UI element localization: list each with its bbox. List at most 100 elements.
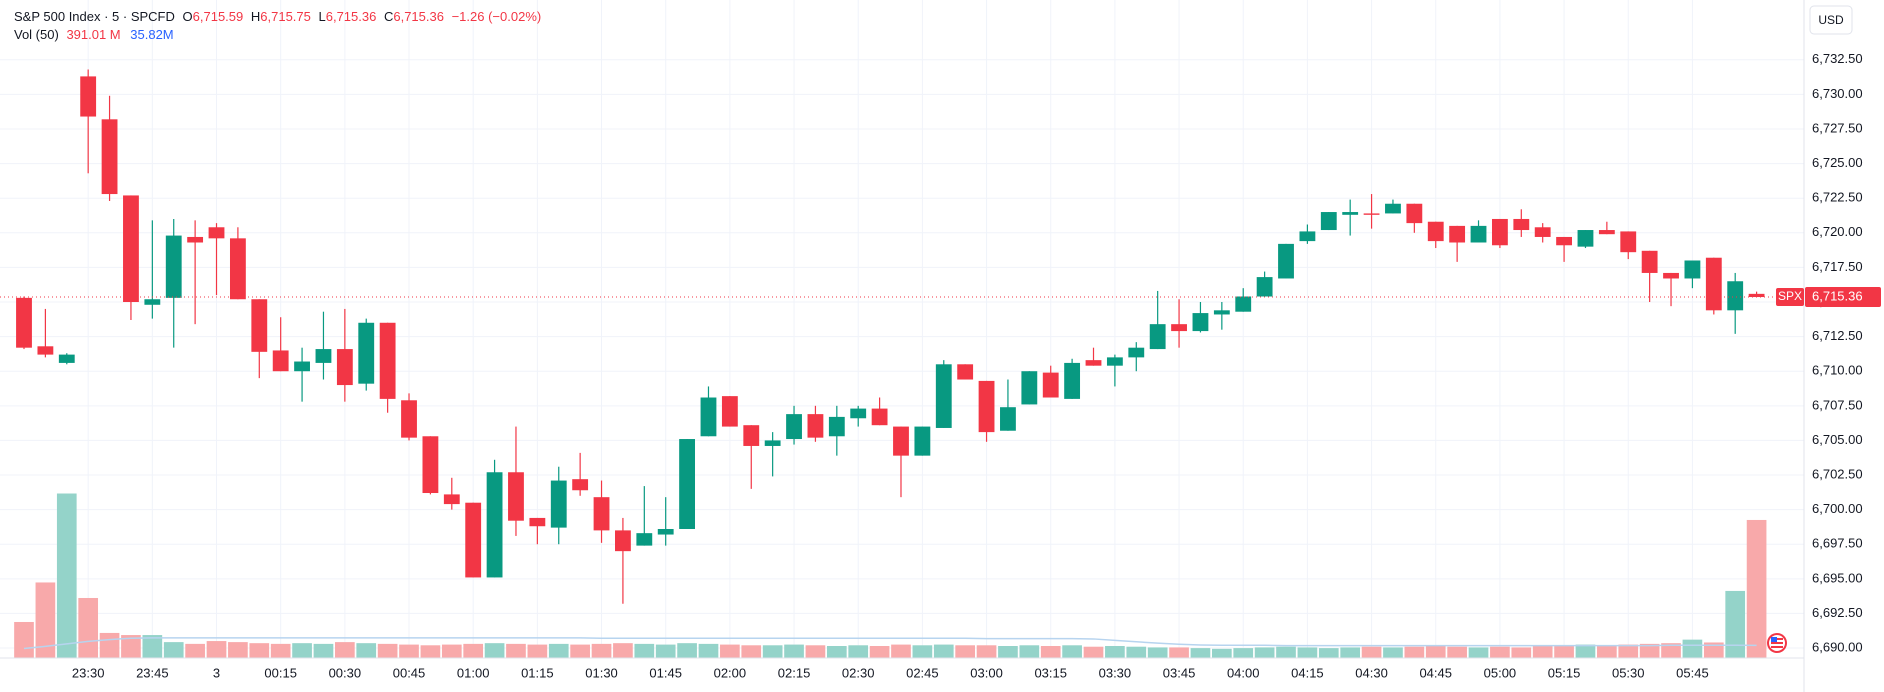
x-tick-label: 3: [213, 665, 220, 680]
x-tick-label: 01:00: [457, 665, 490, 680]
y-tick-label: 6,730.00: [1812, 86, 1863, 101]
candle-body: [957, 364, 974, 380]
volume-bar: [35, 582, 56, 658]
volume-bar: [613, 643, 633, 658]
candle-body: [1299, 231, 1316, 242]
candle-body: [1556, 236, 1572, 246]
candle-body: [1598, 230, 1615, 235]
volume-bar: [933, 644, 954, 658]
candle-body: [1470, 225, 1487, 243]
ohlc-value: 6,715.59: [193, 9, 244, 24]
volume-bar: [1639, 643, 1660, 658]
volume-bar: [998, 645, 1018, 658]
candle-body: [1256, 277, 1273, 297]
x-tick-label: 03:30: [1099, 665, 1132, 680]
candle-body: [1021, 371, 1038, 405]
volume-bar: [548, 643, 569, 658]
volume-bar: [14, 621, 34, 658]
candle-body: [443, 494, 460, 505]
candle-body: [1684, 260, 1701, 279]
legend-header: S&P 500 Index · 5 · SPCFD O6,715.59 H6,7…: [14, 9, 541, 24]
y-tick-label: 6,700.00: [1812, 501, 1863, 516]
candle-body: [978, 380, 995, 433]
candle-body: [1641, 250, 1658, 273]
candle-body: [1449, 225, 1466, 243]
y-tick-label: 6,720.00: [1812, 224, 1863, 239]
change: −1.26 (−0.02%): [452, 9, 542, 24]
candle-body: [1042, 372, 1059, 398]
volume-bar: [463, 643, 484, 658]
candle-body: [1064, 362, 1081, 399]
volume-bar: [1318, 648, 1339, 658]
y-tick-label: 6,722.50: [1812, 190, 1863, 205]
volume-bar: [441, 644, 462, 658]
volume-bar: [1575, 644, 1596, 658]
volume-bar: [249, 643, 270, 658]
volume-bar: [784, 644, 804, 658]
x-tick-label: 01:45: [649, 665, 682, 680]
flag-icon: [1767, 633, 1787, 653]
volume-bar: [335, 642, 355, 658]
volume-bar: [484, 643, 505, 658]
x-tick-label: 01:15: [521, 665, 554, 680]
candle-body: [1085, 360, 1102, 366]
volume-bar: [955, 645, 975, 658]
x-tick-label: 02:00: [714, 665, 747, 680]
y-tick-label: 6,702.50: [1812, 466, 1863, 481]
y-tick-label: 6,707.50: [1812, 397, 1863, 412]
candle-body: [465, 502, 482, 578]
y-tick-label: 6,697.50: [1812, 536, 1863, 551]
x-tick-label: 00:30: [329, 665, 362, 680]
x-tick-label: 04:15: [1291, 665, 1324, 680]
volume-bar: [163, 642, 184, 658]
volume-bar: [1725, 590, 1746, 658]
volume-bar: [1254, 647, 1275, 658]
candle-body: [37, 346, 54, 355]
candle-body: [229, 238, 246, 300]
candle-body: [1171, 324, 1187, 332]
symbol-title: S&P 500 Index · 5 · SPCFD: [14, 9, 175, 24]
volume-bar: [1425, 645, 1446, 658]
candle-body: [401, 400, 417, 438]
volume-bar: [912, 645, 933, 658]
volume-header: Vol (50) 391.01 M 35.82M: [14, 27, 174, 42]
candle-body: [572, 479, 589, 491]
x-tick-label: 00:45: [393, 665, 426, 680]
x-tick-label: 01:30: [585, 665, 618, 680]
candle-body: [871, 408, 888, 426]
candle-body: [101, 119, 118, 195]
y-tick-label: 6,712.50: [1812, 328, 1863, 343]
ohlc-letter: H: [251, 9, 260, 24]
candle-body: [850, 408, 867, 419]
currency-button[interactable]: [1809, 5, 1853, 35]
volume-bar: [420, 645, 441, 658]
candle-body: [1000, 407, 1016, 431]
grid: [0, 0, 1804, 658]
candle-body: [615, 530, 631, 552]
candle-body: [123, 195, 139, 303]
candle-body: [636, 533, 653, 546]
candle-body: [550, 480, 567, 528]
volume-bar: [762, 645, 783, 658]
volume-pane: [14, 493, 1767, 658]
volume-bar: [591, 643, 612, 658]
candle-body: [16, 297, 32, 348]
volume-bar: [1169, 647, 1189, 658]
x-tick-label: 02:45: [906, 665, 939, 680]
candle-body: [58, 354, 75, 363]
x-tick-label: 04:30: [1355, 665, 1388, 680]
candle-body: [486, 472, 503, 578]
volume-bar: [356, 643, 377, 658]
volume-bar: [677, 643, 697, 658]
x-tick-label: 23:45: [136, 665, 169, 680]
candle-body: [294, 361, 310, 372]
candle-body: [657, 529, 674, 535]
candle-body: [1363, 213, 1380, 215]
y-tick-label: 6,695.00: [1812, 570, 1863, 585]
x-tick-label: 02:30: [842, 665, 875, 680]
candle-body: [593, 497, 610, 531]
candle-body: [1577, 230, 1594, 247]
y-tick-label: 6,717.50: [1812, 259, 1863, 274]
volume-bar: [78, 597, 99, 658]
volume-bar: [1040, 645, 1061, 658]
